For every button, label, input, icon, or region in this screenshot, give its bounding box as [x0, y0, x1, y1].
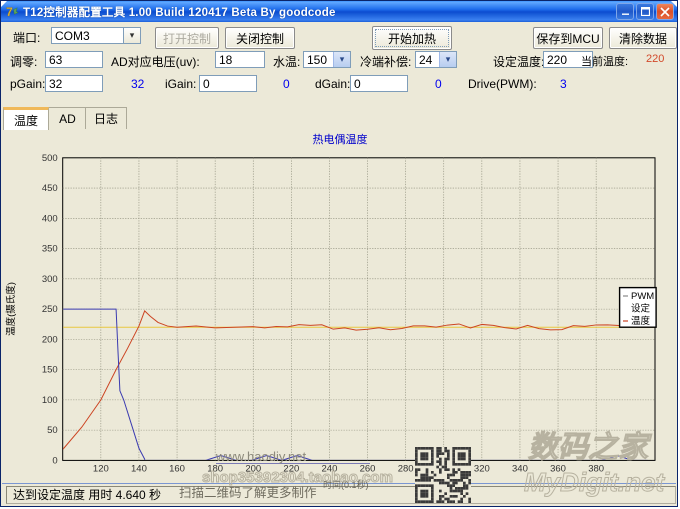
svg-text:200: 200	[42, 334, 58, 345]
svg-text:260: 260	[360, 463, 376, 474]
svg-text:100: 100	[42, 395, 58, 406]
svg-text:360: 360	[550, 463, 566, 474]
svg-text:300: 300	[436, 463, 452, 474]
svg-text:380: 380	[588, 463, 604, 474]
svg-text:450: 450	[42, 183, 58, 194]
svg-text:180: 180	[207, 463, 223, 474]
svg-text:7: 7	[6, 5, 13, 19]
svg-text:250: 250	[42, 304, 58, 315]
svg-text:设定: 设定	[631, 303, 651, 315]
svg-text:240: 240	[322, 463, 338, 474]
svg-text:500: 500	[42, 153, 58, 164]
svg-text:温度: 温度	[631, 315, 651, 327]
svg-text:320: 320	[474, 463, 490, 474]
svg-text:200: 200	[245, 463, 261, 474]
svg-text:300: 300	[42, 274, 58, 285]
svg-text:350: 350	[42, 244, 58, 255]
svg-text:340: 340	[512, 463, 528, 474]
svg-text:0: 0	[52, 455, 57, 466]
svg-text:140: 140	[131, 463, 147, 474]
svg-text:温度(摄氏度): 温度(摄氏度)	[5, 282, 17, 336]
svg-text:50: 50	[47, 425, 58, 436]
svg-text:280: 280	[398, 463, 414, 474]
svg-text:150: 150	[42, 365, 58, 376]
svg-text:热电偶温度: 热电偶温度	[313, 132, 368, 146]
svg-text:400: 400	[42, 213, 58, 224]
svg-text:160: 160	[169, 463, 185, 474]
svg-text:220: 220	[283, 463, 299, 474]
svg-text:120: 120	[93, 463, 109, 474]
svg-text:PWM: PWM	[631, 291, 654, 302]
